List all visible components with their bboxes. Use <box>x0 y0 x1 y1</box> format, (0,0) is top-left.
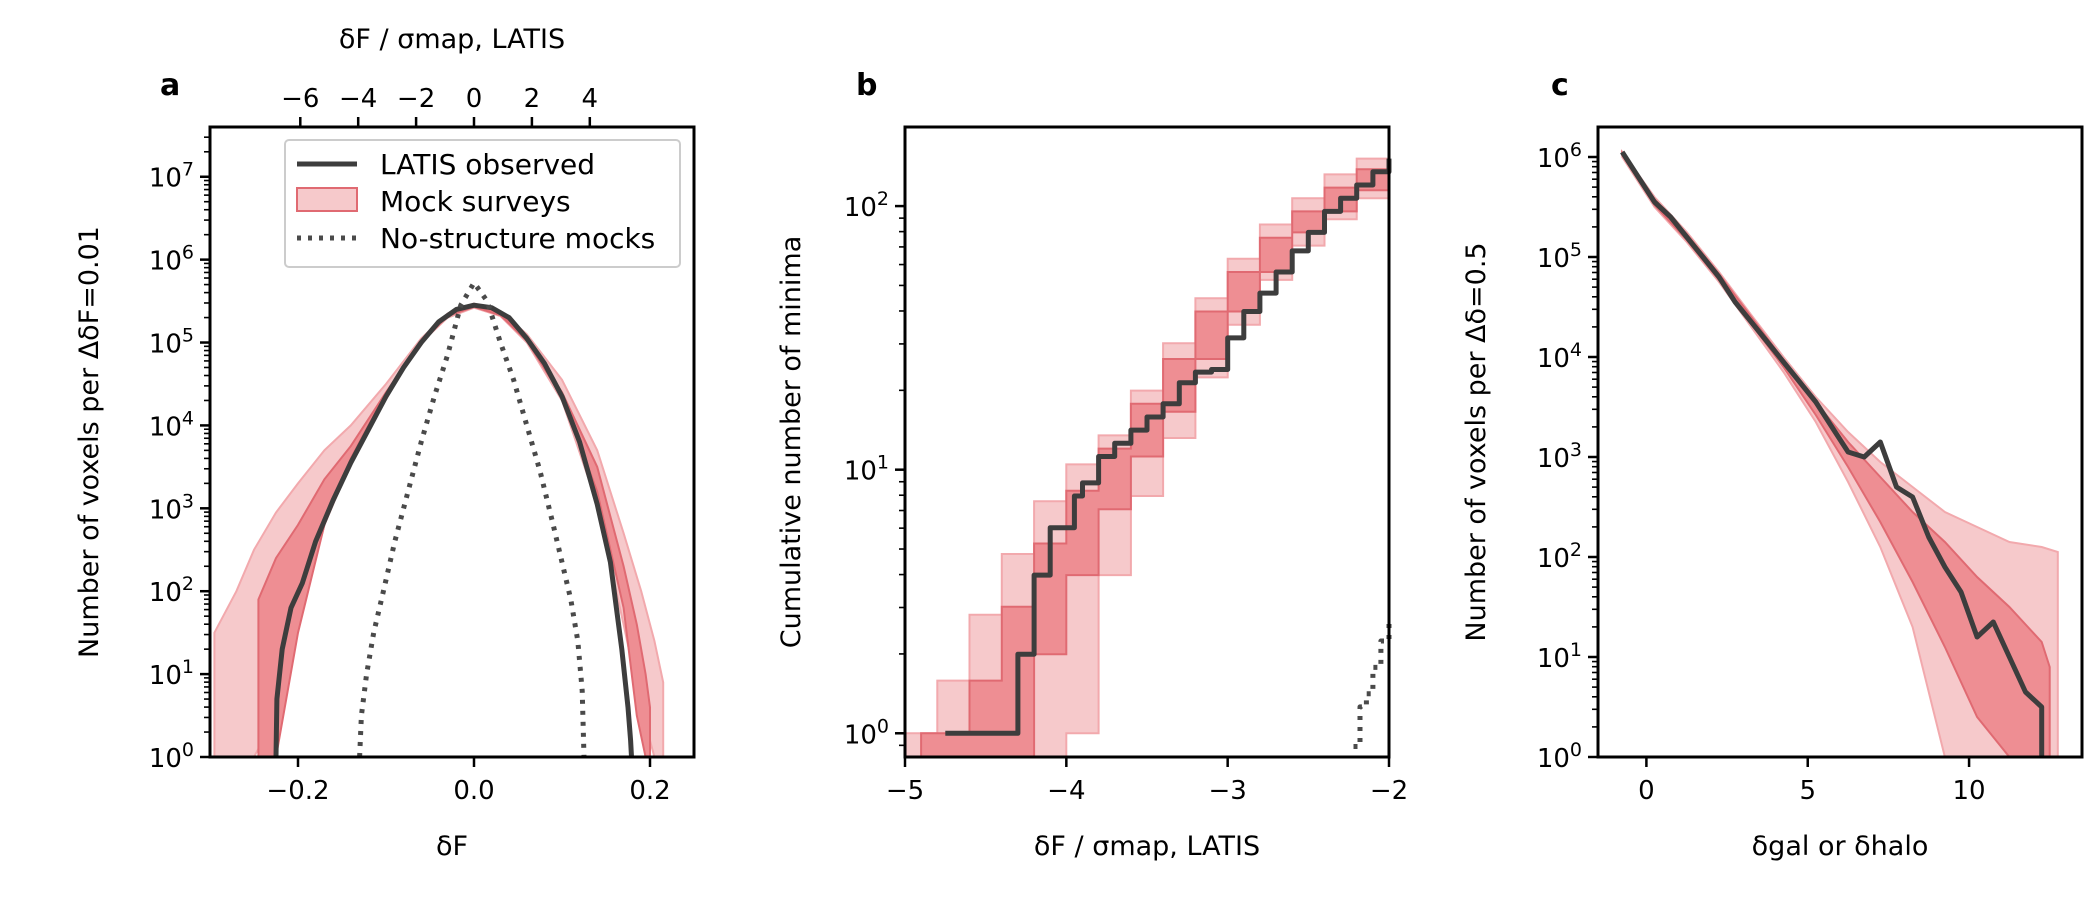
panel-a: a −0.2 0.0 0.2 −6 −4 −2 0 2 4 10010110210310410… <box>74 24 696 862</box>
panel-a-top-xtick-label: −4 <box>339 84 377 114</box>
legend-label-mock: Mock surveys <box>380 185 571 218</box>
panel-a-frame <box>208 125 696 759</box>
panel-b-ylabel: Cumulative number of minima <box>776 236 807 649</box>
panel-c-ytick-label: 100 <box>1537 739 1582 774</box>
legend-label-observed: LATIS observed <box>380 148 595 181</box>
panel-c-xtick-label: 5 <box>1799 776 1816 806</box>
panel-b-observed-line <box>945 158 1392 736</box>
panel-a-nostructure-line <box>357 280 587 758</box>
panel-b-xlabel: δF / σmap, LATIS <box>1034 831 1260 862</box>
legend-box <box>284 139 681 268</box>
panel-b-ytick-label: 100 <box>844 715 889 750</box>
legend-label-nostructure: No-structure mocks <box>380 222 655 255</box>
panel-c-frame <box>1596 125 2084 759</box>
panel-a-xtick-label: 0.2 <box>629 776 670 806</box>
panel-b-xtick-label: −2 <box>1370 776 1408 806</box>
panel-c-xlabel: δgal or δhalo <box>1752 831 1929 862</box>
panel-c-lines <box>1620 150 2045 757</box>
panel-b-xtick-label: −5 <box>886 776 924 806</box>
panel-a-top-xtick-label: 4 <box>582 84 599 114</box>
panel-a-ylabel: Number of voxels per ΔδF=0.01 <box>74 226 105 658</box>
panel-a-top-xticks: −6 −4 −2 0 2 4 <box>281 84 598 127</box>
panel-c-ytick-label: 101 <box>1537 639 1582 674</box>
panel-c-ytick-label: 106 <box>1537 139 1582 174</box>
legend: LATIS observed Mock surveys No-structure… <box>284 139 681 268</box>
panel-b-band-dark <box>920 153 1390 758</box>
panel-c-ytick-label: 105 <box>1537 239 1582 274</box>
panel-c-ylabel: Number of voxels per Δδ=0.5 <box>1461 242 1492 641</box>
panel-b-xticks: −5 −4 −3 −2 <box>886 757 1408 806</box>
panel-c-bands <box>1621 148 2059 758</box>
panel-c-yticks: 100 101 102 103 104 105 106 <box>1537 139 1598 774</box>
panel-a-ytick-label: 106 <box>149 242 194 277</box>
panel-a-ytick-label: 107 <box>149 159 194 194</box>
panel-a-top-xtick-label: 0 <box>466 84 483 114</box>
panel-c-observed-line <box>1620 150 2045 757</box>
panel-a-ytick-label: 101 <box>149 656 194 691</box>
legend-swatch-mock <box>296 187 358 212</box>
panel-c-xtick-label: 10 <box>1953 776 1986 806</box>
panel-b-xtick-label: −4 <box>1047 776 1085 806</box>
panel-letter-c: c <box>1551 68 1569 103</box>
panel-a-xtick-label: −0.2 <box>266 776 329 806</box>
panel-a-top-xtick-label: −6 <box>281 84 319 114</box>
panel-b-bands <box>904 148 1390 758</box>
panel-b-xtick-label: −3 <box>1209 776 1247 806</box>
panel-c-xtick-label: 0 <box>1638 776 1655 806</box>
panel-a-xlabel: δF <box>436 831 468 862</box>
panel-letter-b: b <box>856 68 877 103</box>
panel-a-lines <box>273 280 634 758</box>
panel-c-ytick-label: 103 <box>1537 439 1582 474</box>
panel-a-top-xlabel: δF / σmap, LATIS <box>339 24 565 55</box>
panel-a-ytick-label: 103 <box>149 490 194 525</box>
panel-a-xticks: −0.2 0.0 0.2 <box>266 757 671 806</box>
panel-letter-a: a <box>160 68 180 103</box>
panel-a-band-dark <box>257 304 651 758</box>
panel-a-top-xtick-label: 2 <box>524 84 541 114</box>
panel-a-top-xtick-label: −2 <box>397 84 435 114</box>
panel-c-xticks: 0 5 10 <box>1638 757 1986 806</box>
panel-a-observed-line <box>273 302 634 758</box>
panel-a-yticks: 100 101 102 103 104 105 106 107 <box>149 136 210 774</box>
panel-b-ytick-label: 102 <box>844 188 889 223</box>
panel-b: b −5 −4 −3 −2 100 101 102 δF / σmap, LATIS Cu… <box>776 68 1408 862</box>
panel-a-ytick-label: 105 <box>149 325 194 360</box>
panel-c-ytick-label: 104 <box>1537 339 1582 374</box>
panel-c: c 0 5 10 100 101 102 103 104 105 106 δgal or δha… <box>1461 68 2084 862</box>
panel-b-lines <box>945 158 1392 749</box>
panel-b-ytick-label: 101 <box>844 452 889 487</box>
panel-a-ytick-label: 100 <box>149 739 194 774</box>
panel-a-xtick-label: 0.0 <box>453 776 494 806</box>
panel-a-ytick-label: 102 <box>149 573 194 608</box>
panel-a-bands <box>213 302 665 758</box>
panel-b-frame <box>903 125 1391 759</box>
panel-a-ytick-label: 104 <box>149 407 194 442</box>
panel-c-ytick-label: 102 <box>1537 539 1582 574</box>
panel-b-nostructure-line <box>1353 619 1392 749</box>
panel-b-yticks: 100 101 102 <box>844 188 905 750</box>
